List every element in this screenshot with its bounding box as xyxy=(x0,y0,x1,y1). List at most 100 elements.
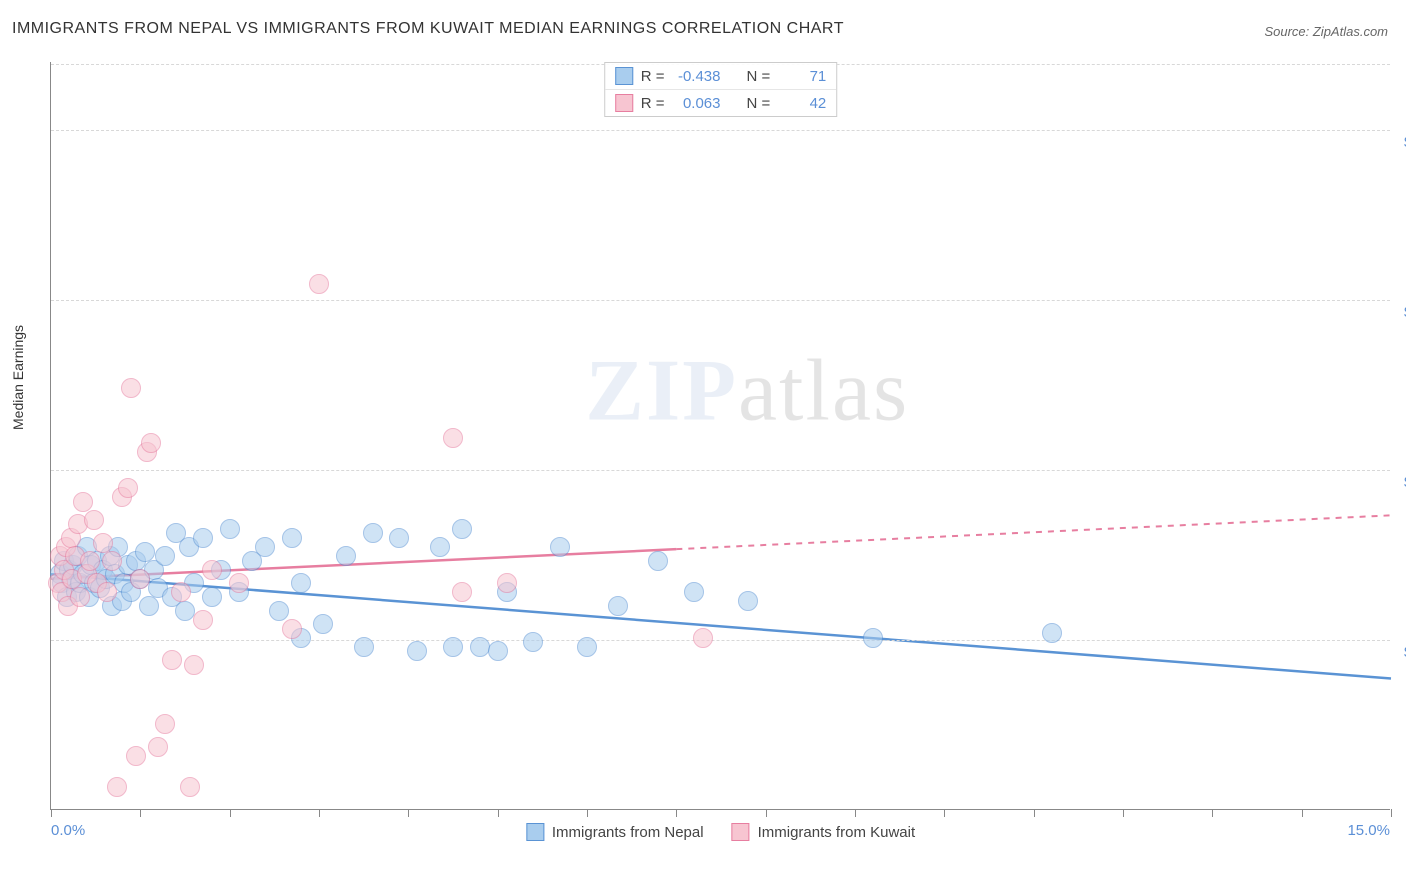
data-point-kuwait xyxy=(184,655,204,675)
data-point-kuwait xyxy=(452,582,472,602)
data-point-kuwait xyxy=(309,274,329,294)
data-point-nepal xyxy=(648,551,668,571)
xtick xyxy=(319,809,320,817)
data-point-nepal xyxy=(550,537,570,557)
data-point-kuwait xyxy=(80,551,100,571)
source-label: Source: ZipAtlas.com xyxy=(1264,24,1388,39)
xaxis-label: 15.0% xyxy=(1347,822,1390,839)
xtick xyxy=(498,809,499,817)
legend-swatch xyxy=(526,823,544,841)
xtick xyxy=(676,809,677,817)
data-point-nepal xyxy=(684,582,704,602)
data-point-kuwait xyxy=(102,551,122,571)
data-point-kuwait xyxy=(162,650,182,670)
data-point-kuwait xyxy=(282,619,302,639)
data-point-nepal xyxy=(863,628,883,648)
data-point-kuwait xyxy=(193,610,213,630)
data-point-kuwait xyxy=(70,587,90,607)
xtick xyxy=(855,809,856,817)
data-point-nepal xyxy=(139,596,159,616)
data-point-nepal xyxy=(1042,623,1062,643)
data-point-nepal xyxy=(155,546,175,566)
xtick xyxy=(1391,809,1392,817)
n-value: 42 xyxy=(778,95,826,112)
data-point-kuwait xyxy=(180,777,200,797)
y-axis-label: Median Earnings xyxy=(10,325,26,430)
data-point-kuwait xyxy=(130,569,150,589)
xaxis-label: 0.0% xyxy=(51,822,85,839)
data-point-kuwait xyxy=(121,378,141,398)
data-point-kuwait xyxy=(229,573,249,593)
data-point-kuwait xyxy=(171,582,191,602)
data-point-kuwait xyxy=(443,428,463,448)
data-point-nepal xyxy=(523,632,543,652)
xtick xyxy=(140,809,141,817)
legend-label: Immigrants from Kuwait xyxy=(758,824,916,841)
legend-label: Immigrants from Nepal xyxy=(552,824,704,841)
data-point-kuwait xyxy=(148,737,168,757)
data-point-kuwait xyxy=(141,433,161,453)
data-point-kuwait xyxy=(126,746,146,766)
data-point-nepal xyxy=(220,519,240,539)
r-label: R = xyxy=(641,68,665,85)
correlation-legend: R = -0.438 N = 71 R = 0.063 N = 42 xyxy=(604,62,838,117)
gridline xyxy=(51,130,1390,131)
r-value: 0.063 xyxy=(673,95,721,112)
gridline xyxy=(51,640,1390,641)
data-point-nepal xyxy=(135,542,155,562)
data-point-kuwait xyxy=(693,628,713,648)
ytick-label: $37,500 xyxy=(1396,644,1406,661)
data-point-nepal xyxy=(291,573,311,593)
legend-swatch xyxy=(615,94,633,112)
ytick-label: $150,000 xyxy=(1396,134,1406,151)
series-legend: Immigrants from Nepal Immigrants from Kuw… xyxy=(526,823,915,841)
r-value: -0.438 xyxy=(673,68,721,85)
legend-item: Immigrants from Kuwait xyxy=(732,823,916,841)
xtick xyxy=(408,809,409,817)
trendline-kuwait-extrapolated xyxy=(676,515,1391,549)
ytick-label: $75,000 xyxy=(1396,474,1406,491)
xtick xyxy=(587,809,588,817)
data-point-kuwait xyxy=(97,582,117,602)
data-point-nepal xyxy=(193,528,213,548)
data-point-nepal xyxy=(269,601,289,621)
data-point-nepal xyxy=(443,637,463,657)
data-point-nepal xyxy=(282,528,302,548)
n-label: N = xyxy=(747,68,771,85)
data-point-nepal xyxy=(470,637,490,657)
data-point-kuwait xyxy=(202,560,222,580)
data-point-nepal xyxy=(407,641,427,661)
r-label: R = xyxy=(641,95,665,112)
corr-legend-row: R = 0.063 N = 42 xyxy=(605,89,837,116)
xtick xyxy=(1034,809,1035,817)
n-value: 71 xyxy=(778,68,826,85)
data-point-kuwait xyxy=(107,777,127,797)
n-label: N = xyxy=(747,95,771,112)
data-point-nepal xyxy=(202,587,222,607)
data-point-kuwait xyxy=(73,492,93,512)
legend-swatch xyxy=(615,67,633,85)
data-point-nepal xyxy=(430,537,450,557)
data-point-nepal xyxy=(577,637,597,657)
gridline xyxy=(51,300,1390,301)
data-point-kuwait xyxy=(93,533,113,553)
data-point-nepal xyxy=(313,614,333,634)
xtick xyxy=(1123,809,1124,817)
legend-item: Immigrants from Nepal xyxy=(526,823,704,841)
xtick xyxy=(944,809,945,817)
xtick xyxy=(230,809,231,817)
data-point-nepal xyxy=(363,523,383,543)
legend-swatch xyxy=(732,823,750,841)
data-point-kuwait xyxy=(155,714,175,734)
data-point-nepal xyxy=(452,519,472,539)
data-point-nepal xyxy=(255,537,275,557)
data-point-nepal xyxy=(354,637,374,657)
data-point-kuwait xyxy=(497,573,517,593)
ytick-label: $112,500 xyxy=(1396,304,1406,321)
plot-area: ZIPatlas R =-0.438N =71R =0.063N =42 Imm… xyxy=(50,62,1390,810)
corr-legend-row: R = -0.438 N = 71 xyxy=(605,63,837,89)
data-point-kuwait xyxy=(118,478,138,498)
gridline xyxy=(51,470,1390,471)
chart-title: IMMIGRANTS FROM NEPAL VS IMMIGRANTS FROM… xyxy=(12,20,844,38)
xtick xyxy=(766,809,767,817)
